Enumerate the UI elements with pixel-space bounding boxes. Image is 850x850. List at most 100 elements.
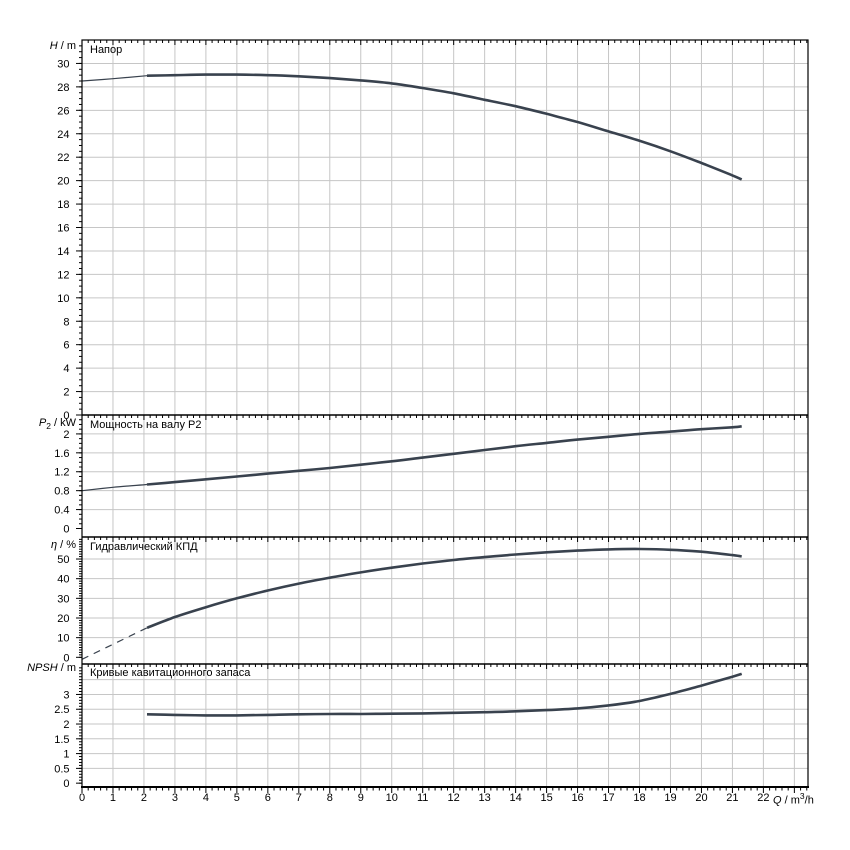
x-tick-label: 15 [540,792,552,804]
y-axis-label-power: P2 / kW [39,417,76,433]
efficiency-unit: / % [57,539,76,551]
y-tick-label: 4 [63,363,69,375]
y-axis-label-head: H / m [50,40,76,53]
x-tick-label: 12 [448,792,460,804]
curves-npsh [146,672,743,717]
power-unit: / kW [50,417,76,429]
y-tick-label: 0 [63,523,69,535]
power-subscript: 2 [46,421,51,432]
x-tick-label: 2 [141,792,147,804]
y-tick-label: 26 [57,105,69,117]
y-tick-label: 22 [57,152,69,164]
y-tick-label: 20 [57,176,69,188]
vertical-gridlines [112,40,795,787]
panel-title-npsh: Кривые кавитационного запаса [90,667,251,679]
efficiency-symbol: η [50,539,58,551]
y-tick-label: 30 [57,58,69,70]
panel-title-efficiency: Гидравлический КПД [90,541,198,553]
npsh-unit: / m [57,662,76,674]
y-tick-label: 0.8 [54,486,69,498]
x-tick-label: 7 [296,792,302,804]
x-tick-label: 19 [664,792,676,804]
y-tick-label: 0 [63,778,69,790]
series-head-curve [146,73,743,181]
h-gridlines-efficiency [82,558,808,639]
y-tick-label: 0 [63,652,69,664]
y-tick-labels-efficiency: 0 10 20 30 40 50 [57,554,69,664]
series-efficiency-extrapolation [82,627,148,660]
panel-title-head: Напор [90,44,123,56]
x-tick-label: 4 [203,792,209,804]
x-tick-label: 1 [110,792,116,804]
x-tick-label: 16 [571,792,583,804]
x-tick-label: 6 [265,792,271,804]
y-tick-label: 12 [57,269,69,281]
flow-unit-pre: / m [781,794,800,807]
y-tick-label: 1.5 [54,734,69,746]
y-tick-label: 3 [63,689,69,701]
h-gridlines-power [82,433,808,511]
npsh-symbol: NPSH [27,662,58,674]
x-tick-label: 17 [602,792,614,804]
ticks-efficiency [76,537,808,658]
series-npsh-curve [146,672,743,717]
y-tick-label: 14 [57,246,69,258]
panel-title-power: Мощность на валу P2 [90,419,202,431]
x-tick-label: 22 [757,792,769,804]
x-tick-label: 14 [509,792,521,804]
y-tick-label: 28 [57,82,69,94]
power-symbol: P [38,417,47,429]
x-tick-label: 9 [358,792,364,804]
y-tick-labels-power: 0 0.4 0.8 1.2 1.6 2 [54,429,69,536]
x-tick-label: 0 [79,792,85,804]
flow-unit-post: /h [804,794,814,807]
y-tick-label: 16 [57,223,69,235]
y-tick-label: 0.4 [54,505,69,517]
y-tick-label: 10 [57,633,69,645]
y-tick-label: 0.5 [54,763,69,775]
x-tick-label: 10 [386,792,398,804]
y-tick-label: 1.2 [54,467,69,479]
h-gridlines-npsh [82,679,808,769]
x-axis-ticks [81,788,808,793]
x-tick-label: 8 [327,792,333,804]
x-tick-label: 21 [726,792,738,804]
series-efficiency-curve [146,547,742,630]
y-tick-labels-npsh: 0 0.5 1 1.5 2 2.5 3 [54,689,69,790]
y-tick-label: 50 [57,554,69,566]
y-axis-label-efficiency: η / % [51,539,76,552]
x-tick-label: 13 [479,792,491,804]
series-head-lead-in [82,75,148,82]
y-tick-label: 6 [63,340,69,352]
panel-boundaries [81,414,809,788]
h-gridlines-head [82,62,808,393]
y-tick-label: 2 [63,387,69,399]
curves-power [82,425,742,492]
series-power-curve [146,425,742,486]
y-tick-label: 10 [57,293,69,305]
y-tick-label: 2.5 [54,704,69,716]
y-tick-label: 30 [57,593,69,605]
y-axis-label-npsh: NPSH / m [27,662,76,675]
flow-symbol: Q [773,794,782,807]
y-tick-label: 24 [57,129,69,141]
y-tick-label: 2 [63,429,69,441]
y-tick-label: 18 [57,199,69,211]
y-tick-label: 0 [63,410,69,422]
y-tick-label: 1 [63,749,69,761]
curves-efficiency [82,547,742,660]
x-tick-label: 3 [172,792,178,804]
y-tick-label: 2 [63,719,69,731]
x-tick-label: 11 [417,792,428,804]
y-tick-label: 20 [57,613,69,625]
series-power-lead-in [82,483,148,492]
y-tick-label: 1.6 [54,448,69,460]
y-tick-label: 8 [63,316,69,328]
head-symbol: H [49,40,58,52]
x-axis-label: Q / m3/h [773,790,814,808]
x-tick-labels: 0 1 2 3 4 5 6 7 8 9 10 11 12 13 14 15 16 17 18 19 20 21 22 [79,792,770,804]
curves-head [82,73,743,181]
y-tick-label: 40 [57,574,69,586]
